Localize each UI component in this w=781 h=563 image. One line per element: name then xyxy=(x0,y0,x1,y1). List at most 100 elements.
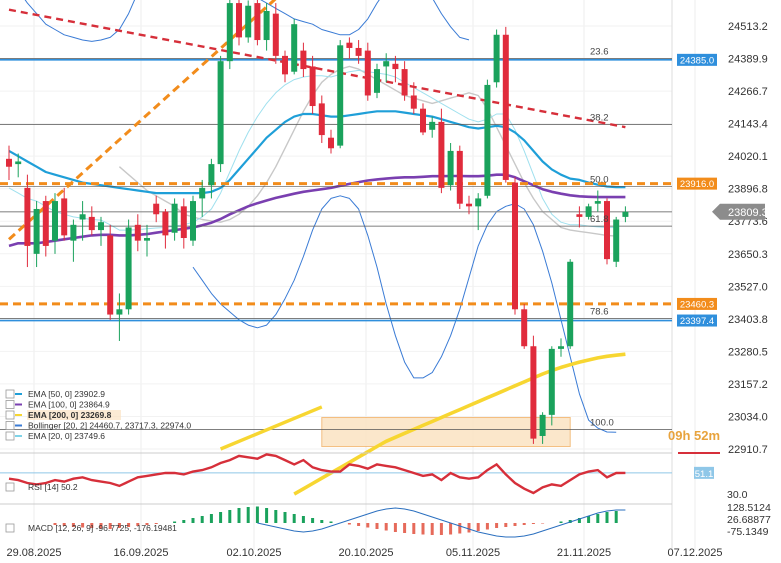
candle-body[interactable] xyxy=(512,182,518,310)
candle-body[interactable] xyxy=(88,216,95,231)
candle-body[interactable] xyxy=(346,42,353,48)
candle-body[interactable] xyxy=(98,222,104,231)
candle-body[interactable] xyxy=(245,5,252,38)
y-tick-label: 23527.0 xyxy=(728,281,768,293)
trendline-downtrend[interactable] xyxy=(8,8,626,129)
macd-histogram-bar xyxy=(71,523,75,527)
candle-body[interactable] xyxy=(539,414,546,436)
candle-body[interactable] xyxy=(263,11,270,41)
candle-body[interactable] xyxy=(116,309,123,315)
macd-histogram-bar xyxy=(522,523,526,525)
x-tick-label: 07.12.2025 xyxy=(667,547,722,559)
level-tag-label: 23397.4 xyxy=(680,316,714,327)
macd-histogram-bar xyxy=(458,523,462,534)
candle-body[interactable] xyxy=(355,47,362,56)
candle-body[interactable] xyxy=(374,69,380,93)
candle-body[interactable] xyxy=(548,348,555,415)
level-tag-23397.4 xyxy=(677,314,717,327)
candle-body[interactable] xyxy=(604,201,610,260)
candle-body[interactable] xyxy=(521,309,528,347)
macd-histogram-bar xyxy=(255,506,259,523)
candle-body[interactable] xyxy=(144,238,150,241)
candle-body[interactable] xyxy=(576,214,583,217)
candle-body[interactable] xyxy=(613,219,620,262)
candle-body[interactable] xyxy=(15,161,22,165)
bollinger-upper-line xyxy=(24,0,470,42)
candle-body[interactable] xyxy=(52,201,58,241)
candle-body[interactable] xyxy=(383,61,390,67)
candle-body[interactable] xyxy=(226,3,233,62)
candle-body[interactable] xyxy=(282,55,288,75)
candle-body[interactable] xyxy=(33,208,40,254)
candle-body[interactable] xyxy=(162,211,169,236)
candle-body[interactable] xyxy=(208,164,215,186)
candle-body[interactable] xyxy=(300,50,307,70)
macd-histogram-bar xyxy=(513,523,517,526)
level-tag-23460.3 xyxy=(677,297,717,310)
macd-histogram-bar xyxy=(81,523,85,528)
candle-body[interactable] xyxy=(410,95,417,109)
trendline-uptrend-lower[interactable] xyxy=(219,405,323,451)
candle-body[interactable] xyxy=(199,187,206,199)
candle-body[interactable] xyxy=(466,203,472,207)
candle-body[interactable] xyxy=(134,224,141,241)
macd-histogram-bar xyxy=(145,523,149,525)
candle-body[interactable] xyxy=(567,261,574,347)
candle-body[interactable] xyxy=(79,214,86,220)
candle-body[interactable] xyxy=(456,150,463,204)
macd-histogram-bar xyxy=(504,523,508,527)
fib-label-61.8: 61.8 xyxy=(590,214,609,225)
candle-body[interactable] xyxy=(171,203,178,233)
candle-body[interactable] xyxy=(484,84,491,196)
y-tick-label: 23896.8 xyxy=(728,184,768,196)
candle-body[interactable] xyxy=(153,203,160,215)
candle-body[interactable] xyxy=(217,61,224,165)
candle-body[interactable] xyxy=(309,66,316,107)
candle-body[interactable] xyxy=(70,224,77,241)
y-tick-label: 24266.7 xyxy=(728,86,768,98)
candle-body[interactable] xyxy=(401,69,408,96)
legend-entry: EMA [20, 0] 23749.6 xyxy=(28,431,105,441)
candle-body[interactable] xyxy=(24,187,31,246)
macd-histogram-bar xyxy=(265,508,269,523)
candle-body[interactable] xyxy=(190,201,196,241)
candle-body[interactable] xyxy=(180,206,187,239)
legend-checkbox xyxy=(5,482,15,492)
candle-body[interactable] xyxy=(318,103,325,136)
macd-histogram-bar xyxy=(596,514,600,523)
candle-body[interactable] xyxy=(502,34,509,180)
candle-body[interactable] xyxy=(6,158,12,167)
candles[interactable] xyxy=(6,0,629,444)
candle-body[interactable] xyxy=(429,121,436,130)
candle-body[interactable] xyxy=(420,108,426,133)
candle-body[interactable] xyxy=(291,24,298,72)
candle-body[interactable] xyxy=(622,211,629,217)
bollinger-lower-line xyxy=(192,195,617,433)
candle-body[interactable] xyxy=(272,13,279,56)
candle-body[interactable] xyxy=(594,201,601,204)
candle-body[interactable] xyxy=(585,206,592,217)
trendline-uptrend[interactable] xyxy=(7,0,359,241)
candle-body[interactable] xyxy=(61,198,68,236)
candle-body[interactable] xyxy=(125,227,132,310)
candle-body[interactable] xyxy=(236,3,242,38)
trendlines[interactable] xyxy=(7,0,626,451)
candle-body[interactable] xyxy=(558,346,564,349)
legend-entry: Bollinger [20, 2] 24460.7, 23717.3, 2297… xyxy=(28,421,191,431)
candle-body[interactable] xyxy=(107,235,114,315)
candle-body[interactable] xyxy=(530,346,537,439)
macd-histogram-bar xyxy=(587,516,591,523)
candle-body[interactable] xyxy=(328,137,334,149)
candle-body[interactable] xyxy=(493,34,500,83)
candle-body[interactable] xyxy=(447,150,454,186)
candle-body[interactable] xyxy=(337,45,344,146)
candle-body[interactable] xyxy=(438,121,445,188)
candle-body[interactable] xyxy=(475,198,482,207)
candle-body[interactable] xyxy=(254,3,261,41)
macd-histogram-bar xyxy=(301,516,305,523)
candle-body[interactable] xyxy=(42,201,49,246)
candle-body[interactable] xyxy=(392,63,399,70)
candle-body[interactable] xyxy=(364,50,371,96)
